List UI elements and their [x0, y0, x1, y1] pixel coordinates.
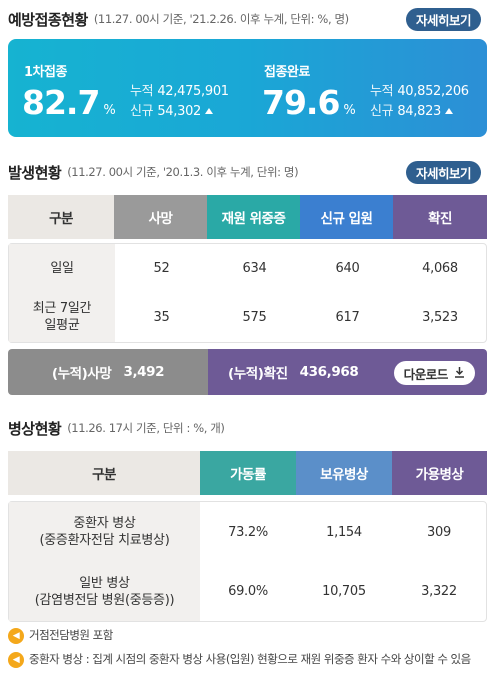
col-category: 구분: [8, 451, 200, 495]
table-row: 일일 52 634 640 4,068: [9, 244, 486, 292]
first-dose-cum-value: 42,475,901: [157, 84, 229, 99]
download-button[interactable]: 다운로드: [393, 361, 475, 385]
first-dose-new-label: 신규: [130, 104, 154, 119]
cell-utilization: 69.0%: [228, 584, 268, 599]
complete-dose-rate: 79.6%: [262, 83, 356, 131]
first-dose-cumulative: 누적 42,475,901: [130, 80, 229, 99]
cell-deaths: 35: [153, 309, 170, 325]
occurrence-table: 구분 사망 재원 위중증 신규 입원 확진 일일 52 634 640 4,06…: [8, 195, 487, 343]
vaccination-detail-button[interactable]: 자세히보기: [405, 8, 481, 31]
col-utilization: 가동률: [200, 451, 296, 495]
beds-title: 병상현황: [8, 419, 62, 438]
occurrence-table-header: 구분 사망 재원 위중증 신규 입원 확진: [8, 195, 487, 239]
vaccination-card: 1차접종 82.7% 누적 42,475,901 신규 54,302 접종완료 79…: [8, 39, 487, 137]
occurrence-detail-button[interactable]: 자세히보기: [405, 161, 481, 184]
col-new-admission: 신규 입원: [300, 195, 393, 239]
cell-critical: 634: [242, 260, 267, 276]
beds-table: 구분 가동률 보유병상 가용병상 중환자 병상 (중증환자전담 치료병상) 73…: [8, 451, 487, 622]
complete-dose-cumulative: 누적 40,852,206: [370, 80, 469, 99]
cell-owned-beds: 1,154: [326, 524, 362, 540]
table-row: 일반 병상 (감염병전담 병원(중등증)) 69.0% 10,705 3,322: [9, 562, 486, 621]
complete-dose-label: 접종완료: [264, 65, 310, 80]
cell-deaths: 52: [153, 260, 170, 276]
cumulative-bar: (누적)사망 3,492 (누적)확진 436,968 다운로드: [8, 349, 487, 395]
first-dose-rate-unit: %: [103, 103, 115, 118]
complete-dose-new-label: 신규: [370, 104, 394, 119]
first-dose-rate-value: 82.7: [22, 83, 100, 122]
first-dose-new: 신규 54,302: [130, 100, 214, 119]
occurrence-note: (11.27. 00시 기준, '20.1.3. 이후 누계, 단위: 명): [67, 165, 299, 179]
complete-dose-block: 접종완료 79.6% 누적 40,852,206 신규 84,823: [248, 39, 487, 137]
col-owned-beds: 보유병상: [296, 451, 392, 495]
complete-dose-rate-unit: %: [343, 103, 355, 118]
download-icon: [454, 366, 465, 381]
col-critical: 재원 위중증: [207, 195, 300, 239]
cumulative-confirmed-label: (누적)확진: [228, 366, 288, 382]
cell-utilization: 73.2%: [228, 524, 268, 540]
note-item: ◀ 중환자 병상 : 집계 시점의 중환자 병상 사용(입원) 현황으로 재원 …: [8, 652, 484, 668]
row-label: 일일: [9, 244, 115, 292]
first-dose-rate: 82.7%: [22, 83, 116, 131]
vaccination-header: 예방접종현황 (11.27. 00시 기준, '21.2.26. 이후 누계, …: [8, 6, 481, 32]
complete-dose-cum-value: 40,852,206: [397, 84, 469, 99]
occurrence-header: 발생현황 (11.27. 00시 기준, '20.1.3. 이후 누계, 단위:…: [8, 159, 481, 185]
beds-note: (11.26. 17시 기준, 단위 : %, 개): [67, 421, 225, 435]
cell-critical: 575: [242, 309, 267, 325]
vaccination-note: (11.27. 00시 기준, '21.2.26. 이후 누계, 단위: %, …: [93, 12, 349, 26]
cell-new-admission: 640: [335, 260, 360, 276]
vaccination-title: 예방접종현황: [8, 10, 88, 29]
note-text: 거점전담병원 포함: [29, 628, 113, 642]
complete-dose-rate-value: 79.6: [262, 83, 340, 122]
cell-confirmed: 3,523: [422, 309, 458, 325]
complete-dose-new-value: 84,823: [397, 104, 442, 119]
download-label: 다운로드: [403, 366, 449, 382]
first-dose-new-value: 54,302: [157, 104, 202, 119]
cell-available-beds: 309: [427, 524, 451, 540]
notes: ◀ 거점전담병원 포함 ◀ 중환자 병상 : 집계 시점의 중환자 병상 사용(…: [8, 628, 484, 676]
table-row: 최근 7일간 일평균 35 575 617 3,523: [9, 292, 486, 342]
cell-owned-beds: 10,705: [322, 584, 366, 599]
beds-table-body: 중환자 병상 (중증환자전담 치료병상) 73.2% 1,154 309 일반 …: [8, 501, 487, 622]
cumulative-deaths-value: 3,492: [123, 364, 165, 380]
note-text: 중환자 병상 : 집계 시점의 중환자 병상 사용(입원) 현황으로 재원 위중…: [29, 652, 471, 666]
cell-available-beds: 3,322: [421, 584, 457, 599]
increase-icon: [445, 108, 454, 114]
col-confirmed: 확진: [393, 195, 487, 239]
row-label: 최근 7일간 일평균: [9, 292, 115, 342]
occurrence-title: 발생현황: [8, 163, 62, 182]
first-dose-label: 1차접종: [24, 65, 67, 80]
cell-confirmed: 4,068: [422, 260, 458, 276]
first-dose-cum-label: 누적: [130, 84, 154, 99]
complete-dose-new: 신규 84,823: [370, 100, 454, 119]
col-available-beds: 가용병상: [392, 451, 487, 495]
occurrence-table-body: 일일 52 634 640 4,068 최근 7일간 일평균 35 575 61…: [8, 243, 487, 343]
increase-icon: [205, 108, 214, 114]
cumulative-deaths-label: (누적)사망: [51, 366, 112, 382]
cumulative-confirmed: (누적)확진 436,968 다운로드: [208, 349, 487, 395]
speaker-icon: ◀: [8, 652, 24, 668]
beds-table-header: 구분 가동률 보유병상 가용병상: [8, 451, 487, 495]
note-item: ◀ 거점전담병원 포함: [8, 628, 484, 644]
speaker-icon: ◀: [8, 628, 24, 644]
cell-new-admission: 617: [335, 309, 360, 325]
row-label: 중환자 병상 (중증환자전담 치료병상): [9, 502, 200, 562]
col-deaths: 사망: [114, 195, 207, 239]
col-category: 구분: [8, 195, 114, 239]
cumulative-deaths: (누적)사망 3,492: [8, 349, 208, 395]
cumulative-confirmed-value: 436,968: [299, 364, 359, 380]
first-dose-block: 1차접종 82.7% 누적 42,475,901 신규 54,302: [8, 39, 248, 137]
table-row: 중환자 병상 (중증환자전담 치료병상) 73.2% 1,154 309: [9, 502, 486, 562]
complete-dose-cum-label: 누적: [370, 84, 394, 99]
beds-header: 병상현황 (11.26. 17시 기준, 단위 : %, 개): [8, 415, 481, 441]
row-label: 일반 병상 (감염병전담 병원(중등증)): [9, 562, 200, 621]
